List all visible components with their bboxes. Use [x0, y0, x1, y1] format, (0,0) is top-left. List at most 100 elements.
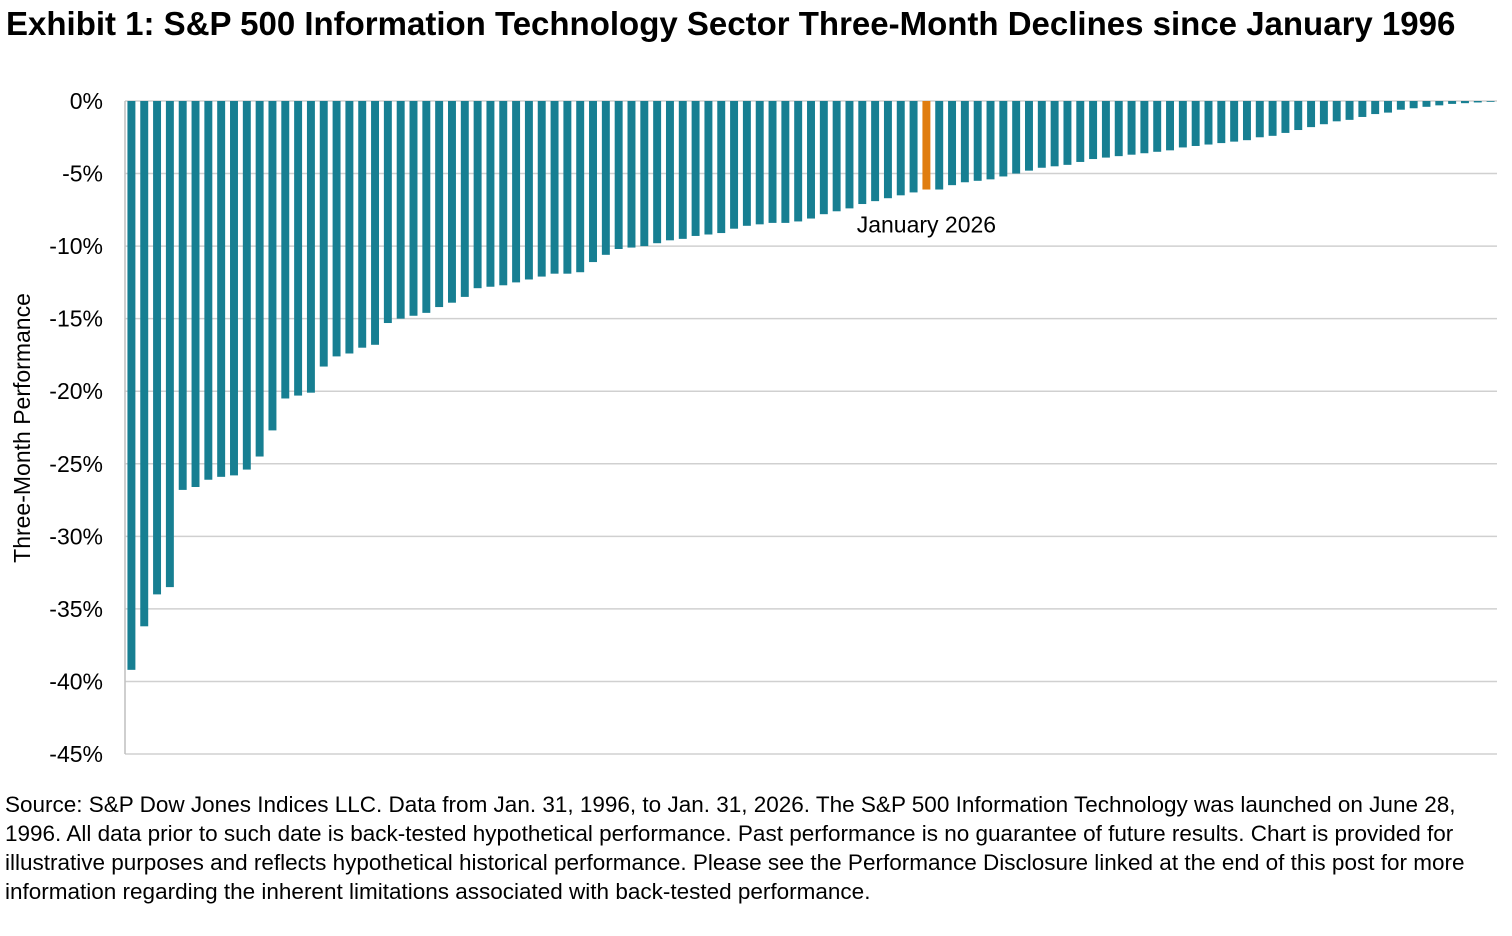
bar [755, 101, 764, 225]
bar [1242, 101, 1251, 141]
bar [1268, 101, 1277, 136]
bar [589, 101, 597, 263]
bar [563, 101, 572, 274]
bar [1319, 101, 1328, 125]
bar [1307, 101, 1316, 128]
bar [1409, 101, 1418, 109]
bar [1217, 101, 1226, 144]
bar [448, 101, 456, 303]
bar [691, 101, 700, 236]
bar [665, 101, 674, 241]
bar [883, 101, 892, 199]
bar [1332, 101, 1341, 122]
bar [1384, 101, 1392, 113]
bar-chart: 0% -5% -10% -15% -20% -25% -30% -35% -40% -45% Th… [9, 88, 1497, 767]
bar [153, 101, 162, 595]
bar [1025, 101, 1033, 171]
bar [460, 101, 469, 297]
bar [371, 101, 380, 345]
bar [165, 101, 174, 588]
y-axis-title: Three-Month Performance [9, 293, 35, 563]
bar [319, 101, 328, 367]
bar [242, 101, 251, 470]
bar [306, 101, 315, 393]
bar [1089, 101, 1098, 160]
bar [1255, 101, 1264, 138]
bar [845, 101, 854, 209]
bar [550, 101, 559, 274]
bar [1012, 101, 1021, 174]
y-tick-label: -30% [49, 523, 103, 549]
bar [640, 101, 649, 247]
bar [1204, 101, 1213, 145]
bar [1435, 101, 1444, 106]
bar [268, 101, 277, 431]
y-tick-label: -5% [62, 161, 103, 187]
bar [512, 101, 521, 283]
bar [576, 101, 585, 273]
bar [986, 101, 995, 180]
y-tick-label: -15% [49, 306, 103, 332]
bar [396, 101, 405, 319]
bar [1230, 101, 1239, 142]
bar [281, 101, 290, 399]
bar-highlight [922, 101, 931, 190]
bar [1076, 101, 1085, 162]
bar [1063, 101, 1072, 165]
bar [1191, 101, 1200, 146]
bar [345, 101, 354, 354]
bar [960, 101, 969, 183]
y-tick-label: 0% [70, 88, 103, 114]
bar [1050, 101, 1059, 167]
bar [409, 101, 418, 316]
bar [140, 101, 149, 627]
bar [794, 101, 803, 222]
bar [127, 101, 136, 670]
bar [383, 101, 392, 324]
bar [730, 101, 739, 229]
bar [178, 101, 187, 490]
bars [127, 101, 1495, 670]
bar [1345, 101, 1354, 120]
bar [627, 101, 636, 248]
bar [653, 101, 662, 244]
bar [896, 101, 905, 196]
bar [601, 101, 610, 255]
bar [1140, 101, 1149, 154]
bar [1153, 101, 1162, 152]
bar [871, 101, 880, 202]
bar [294, 101, 303, 396]
bar [935, 101, 944, 190]
annotation-label: January 2026 [857, 212, 996, 238]
bar [1101, 101, 1110, 158]
y-tick-label: -35% [49, 596, 103, 622]
bar [948, 101, 957, 186]
bar [717, 101, 726, 234]
bar [230, 101, 238, 476]
bar [332, 101, 341, 357]
bar [255, 101, 264, 457]
bar [678, 101, 687, 239]
bar [1460, 101, 1469, 104]
bar [499, 101, 508, 286]
y-axis-ticks: 0% -5% -10% -15% -20% -25% -30% -35% -40% -45% [49, 88, 103, 767]
bar [1448, 101, 1457, 104]
y-tick-label: -25% [49, 451, 103, 477]
bar [524, 101, 533, 280]
bar [768, 101, 777, 223]
bar [435, 101, 444, 308]
bar [858, 101, 867, 205]
bar [807, 101, 815, 219]
bar [832, 101, 841, 212]
bar [358, 101, 367, 348]
bar [191, 101, 200, 487]
bar [973, 101, 982, 181]
bar [537, 101, 546, 277]
bar [1486, 101, 1495, 102]
bar [999, 101, 1008, 177]
bar [1166, 101, 1174, 151]
bar [486, 101, 495, 287]
y-tick-label: -20% [49, 378, 103, 404]
bar [1281, 101, 1290, 133]
bar [1037, 101, 1046, 168]
